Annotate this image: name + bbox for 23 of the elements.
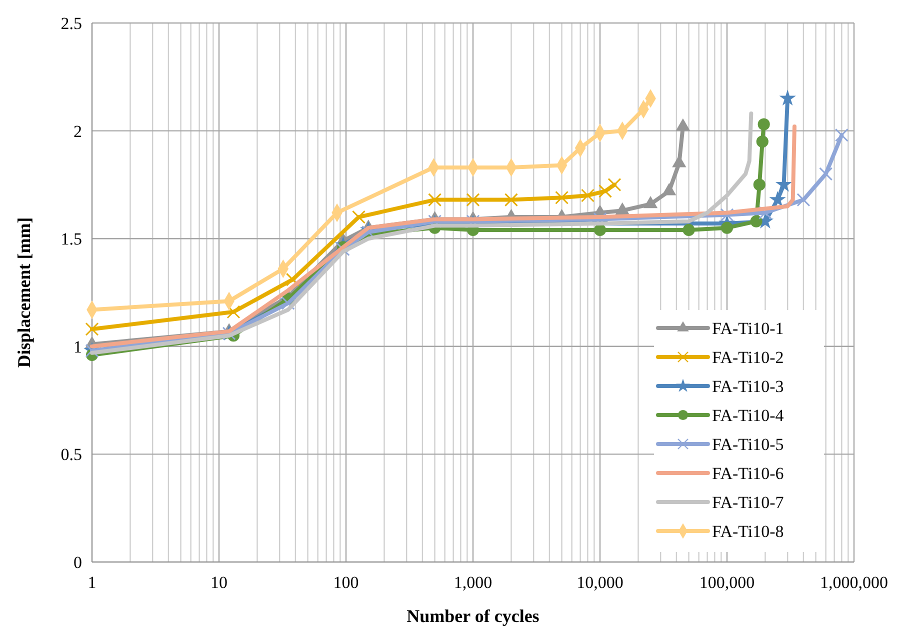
legend-label: FA-Ti10-3: [712, 377, 784, 396]
x-tick-label: 10: [210, 573, 228, 592]
legend-label: FA-Ti10-1: [712, 319, 784, 338]
y-tick-label: 2.5: [60, 14, 82, 33]
x-tick-label: 100,000: [699, 573, 755, 592]
x-tick-label: 1,000,000: [820, 573, 888, 592]
x-tick-label: 10,000: [576, 573, 624, 592]
y-tick-label: 0: [74, 553, 82, 572]
y-axis-title: Displacement [mm]: [14, 217, 34, 368]
legend-label: FA-Ti10-4: [712, 406, 784, 425]
x-tick-label: 100: [333, 573, 359, 592]
x-axis-title: Number of cycles: [406, 606, 540, 626]
y-tick-label: 2: [74, 122, 82, 141]
x-tick-label: 1,000: [454, 573, 492, 592]
legend-label: FA-Ti10-6: [712, 464, 784, 483]
legend-label: FA-Ti10-7: [712, 493, 784, 512]
legend-label: FA-Ti10-5: [712, 435, 784, 454]
x-tick-label: 1: [88, 573, 96, 592]
y-tick-label: 1: [74, 337, 82, 356]
legend-label: FA-Ti10-2: [712, 348, 784, 367]
y-tick-label: 0.5: [60, 445, 82, 464]
y-tick-label: 1.5: [60, 230, 82, 249]
legend-label: FA-Ti10-8: [712, 522, 784, 541]
